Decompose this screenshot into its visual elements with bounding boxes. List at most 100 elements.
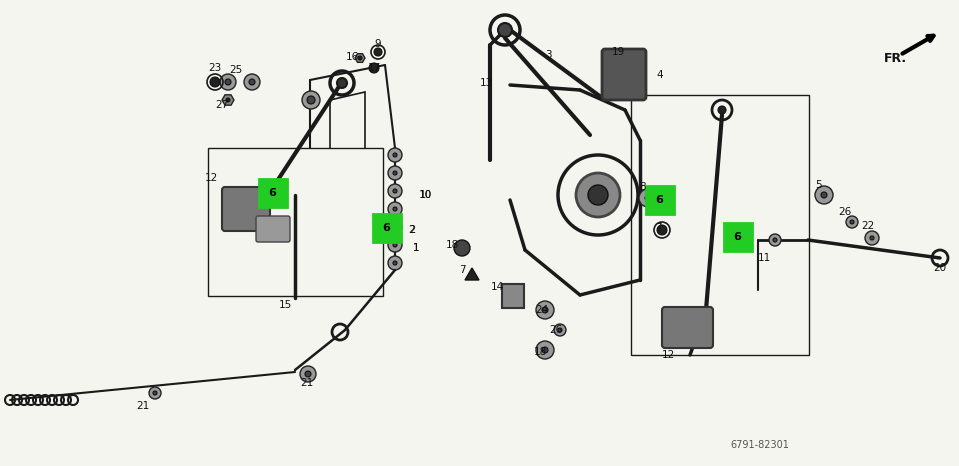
Circle shape [870, 236, 874, 240]
Text: 26: 26 [550, 325, 563, 335]
Text: 13: 13 [480, 78, 493, 88]
Text: 22: 22 [861, 221, 875, 231]
Circle shape [305, 371, 311, 377]
Circle shape [388, 202, 402, 216]
Circle shape [369, 63, 379, 73]
Circle shape [576, 173, 620, 217]
Text: 2: 2 [409, 225, 415, 235]
Bar [631, 95, 809, 355]
Text: 18: 18 [533, 347, 547, 357]
Circle shape [393, 225, 397, 229]
Text: 6791-82301: 6791-82301 [731, 440, 789, 450]
Circle shape [393, 171, 397, 175]
Circle shape [388, 148, 402, 162]
Circle shape [226, 98, 230, 102]
Circle shape [393, 153, 397, 157]
Circle shape [153, 391, 157, 395]
Text: 6: 6 [269, 188, 276, 198]
Circle shape [769, 234, 781, 246]
FancyBboxPatch shape [724, 223, 752, 251]
Circle shape [821, 192, 827, 198]
Text: 11: 11 [758, 253, 771, 263]
FancyBboxPatch shape [602, 49, 646, 100]
Circle shape [393, 207, 397, 211]
Circle shape [850, 220, 854, 224]
Text: 27: 27 [216, 100, 228, 110]
Text: 7: 7 [655, 223, 662, 233]
Circle shape [558, 328, 562, 332]
Text: 2: 2 [409, 225, 415, 235]
Circle shape [302, 368, 314, 380]
FancyBboxPatch shape [662, 307, 713, 348]
Circle shape [249, 79, 255, 85]
Text: 21: 21 [136, 401, 150, 411]
Circle shape [536, 341, 554, 359]
Text: 20: 20 [933, 263, 947, 273]
Circle shape [388, 220, 402, 234]
Text: 6: 6 [733, 232, 741, 242]
Text: 25: 25 [229, 65, 243, 75]
Text: 24: 24 [535, 305, 549, 315]
Circle shape [645, 195, 651, 201]
Circle shape [300, 366, 316, 382]
Text: 5: 5 [815, 180, 821, 190]
Text: 26: 26 [838, 207, 852, 217]
FancyBboxPatch shape [222, 187, 270, 231]
Circle shape [149, 387, 161, 399]
Circle shape [542, 347, 548, 353]
Circle shape [542, 307, 548, 313]
FancyBboxPatch shape [646, 186, 674, 214]
Circle shape [588, 185, 608, 205]
Bar [208, 148, 383, 296]
Circle shape [718, 106, 726, 114]
Circle shape [865, 231, 879, 245]
Text: 21: 21 [300, 378, 314, 388]
Circle shape [388, 256, 402, 270]
Circle shape [220, 74, 236, 90]
Circle shape [536, 301, 554, 319]
Circle shape [388, 184, 402, 198]
Circle shape [306, 372, 310, 376]
Circle shape [393, 189, 397, 193]
Circle shape [388, 238, 402, 252]
Circle shape [244, 74, 260, 90]
Text: 3: 3 [545, 50, 551, 60]
Circle shape [337, 78, 347, 88]
FancyBboxPatch shape [259, 179, 287, 207]
Circle shape [393, 243, 397, 247]
Text: 6: 6 [382, 223, 390, 233]
Text: 4: 4 [657, 70, 664, 80]
Circle shape [358, 56, 362, 60]
Circle shape [554, 324, 566, 336]
Text: 19: 19 [612, 47, 624, 57]
Text: 16: 16 [345, 52, 359, 62]
Text: 23: 23 [208, 63, 222, 73]
Text: 18: 18 [445, 240, 458, 250]
Circle shape [773, 238, 777, 242]
Polygon shape [465, 268, 479, 280]
Text: 9: 9 [375, 39, 382, 49]
Circle shape [374, 48, 382, 56]
Circle shape [302, 91, 320, 109]
Text: 12: 12 [204, 173, 218, 183]
FancyBboxPatch shape [256, 216, 290, 242]
Circle shape [210, 77, 220, 87]
Circle shape [653, 194, 659, 200]
Text: 7: 7 [458, 265, 465, 275]
Text: 12: 12 [662, 350, 674, 360]
Circle shape [648, 189, 664, 205]
Text: 14: 14 [490, 282, 503, 292]
Circle shape [307, 96, 315, 104]
Circle shape [454, 240, 470, 256]
Circle shape [388, 166, 402, 180]
Circle shape [225, 79, 231, 85]
Circle shape [639, 189, 657, 207]
Text: 17: 17 [367, 63, 381, 73]
FancyBboxPatch shape [502, 284, 524, 308]
Circle shape [657, 225, 667, 235]
Text: 1: 1 [412, 243, 419, 253]
Polygon shape [355, 54, 365, 62]
Text: 10: 10 [418, 190, 432, 200]
FancyBboxPatch shape [373, 214, 401, 242]
Circle shape [846, 216, 858, 228]
